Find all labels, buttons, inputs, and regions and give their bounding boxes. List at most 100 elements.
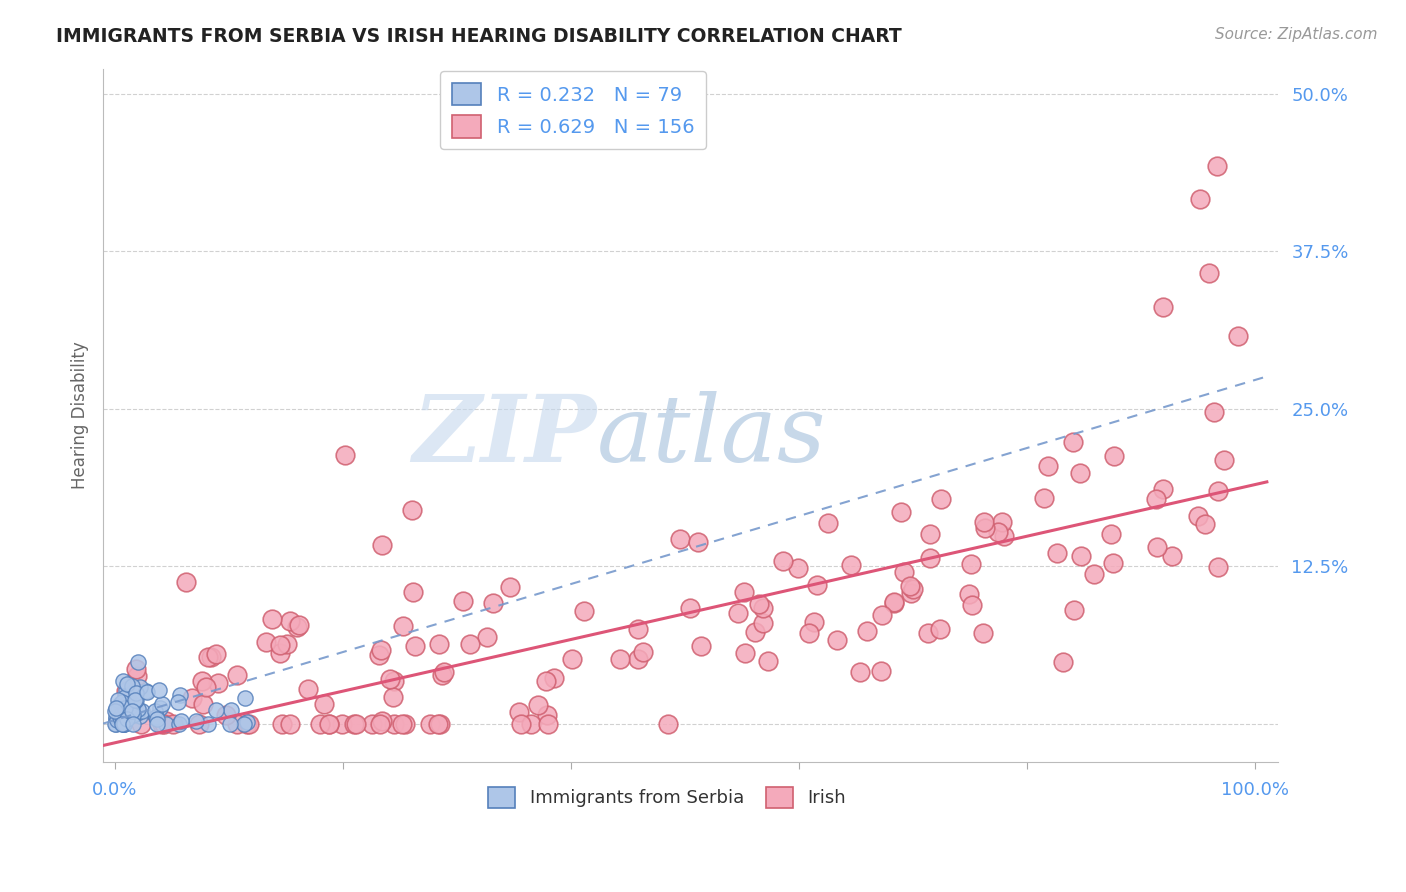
Point: [122, 708, 145, 723]
Point: [849, 665, 872, 679]
Point: [343, 717, 366, 731]
Point: [1069, 466, 1091, 480]
Point: [451, 594, 474, 608]
Point: [181, 690, 204, 705]
Point: [118, 701, 141, 715]
Point: [214, 707, 236, 722]
Point: [669, 532, 692, 546]
Point: [344, 717, 367, 731]
Point: [974, 521, 997, 535]
Point: [218, 717, 240, 731]
Point: [817, 516, 839, 530]
Text: IMMIGRANTS FROM SERBIA VS IRISH HEARING DISABILITY CORRELATION CHART: IMMIGRANTS FROM SERBIA VS IRISH HEARING …: [56, 27, 903, 45]
Point: [112, 717, 135, 731]
Point: [197, 716, 219, 731]
Point: [318, 717, 340, 731]
Point: [112, 714, 135, 729]
Point: [733, 584, 755, 599]
Point: [117, 712, 139, 726]
Point: [115, 683, 138, 698]
Text: ZIP: ZIP: [412, 391, 596, 481]
Point: [269, 638, 291, 652]
Point: [1033, 491, 1056, 505]
Point: [371, 538, 394, 552]
Point: [114, 712, 136, 726]
Point: [174, 574, 197, 589]
Point: [690, 639, 713, 653]
Point: [1198, 266, 1220, 280]
Point: [1038, 459, 1060, 474]
Point: [391, 717, 413, 731]
Point: [519, 717, 541, 731]
Point: [419, 717, 441, 731]
Point: [145, 710, 167, 724]
Point: [1187, 508, 1209, 523]
Point: [200, 650, 222, 665]
Point: [752, 615, 775, 630]
Point: [278, 615, 301, 629]
Point: [111, 706, 134, 720]
Point: [536, 673, 558, 688]
Point: [1227, 329, 1250, 343]
Point: [297, 681, 319, 696]
Point: [475, 630, 498, 644]
Point: [920, 526, 942, 541]
Point: [219, 703, 242, 717]
Point: [1206, 560, 1229, 574]
Point: [104, 717, 127, 731]
Point: [917, 626, 939, 640]
Point: [382, 674, 405, 689]
Point: [314, 697, 336, 711]
Point: [235, 717, 257, 731]
Point: [235, 691, 257, 706]
Point: [117, 697, 139, 711]
Point: [167, 695, 190, 709]
Point: [108, 698, 131, 712]
Point: [278, 717, 301, 731]
Point: [870, 607, 893, 622]
Point: [105, 700, 128, 714]
Point: [148, 683, 170, 698]
Point: [169, 689, 191, 703]
Point: [883, 596, 905, 610]
Point: [758, 654, 780, 668]
Point: [232, 717, 254, 731]
Point: [135, 685, 157, 699]
Point: [752, 601, 775, 615]
Point: [993, 529, 1015, 543]
Point: [536, 708, 558, 723]
Point: [481, 596, 503, 610]
Point: [103, 704, 125, 718]
Point: [987, 524, 1010, 539]
Point: [1152, 483, 1174, 497]
Point: [155, 717, 177, 731]
Point: [269, 646, 291, 660]
Point: [191, 674, 214, 689]
Point: [368, 717, 391, 731]
Point: [153, 717, 176, 731]
Point: [893, 565, 915, 579]
Point: [1202, 405, 1225, 419]
Point: [276, 637, 298, 651]
Point: [104, 710, 127, 724]
Point: [235, 714, 257, 729]
Point: [508, 705, 530, 719]
Point: [330, 717, 353, 731]
Point: [510, 717, 533, 731]
Point: [627, 651, 650, 665]
Point: [195, 680, 218, 694]
Point: [1052, 655, 1074, 669]
Point: [1062, 435, 1084, 450]
Point: [108, 712, 131, 726]
Point: [960, 558, 983, 572]
Point: [806, 578, 828, 592]
Point: [772, 554, 794, 568]
Point: [121, 679, 143, 693]
Point: [114, 713, 136, 727]
Point: [114, 690, 136, 704]
Point: [371, 714, 394, 728]
Point: [499, 580, 522, 594]
Point: [1099, 526, 1122, 541]
Point: [104, 712, 127, 726]
Point: [900, 586, 922, 600]
